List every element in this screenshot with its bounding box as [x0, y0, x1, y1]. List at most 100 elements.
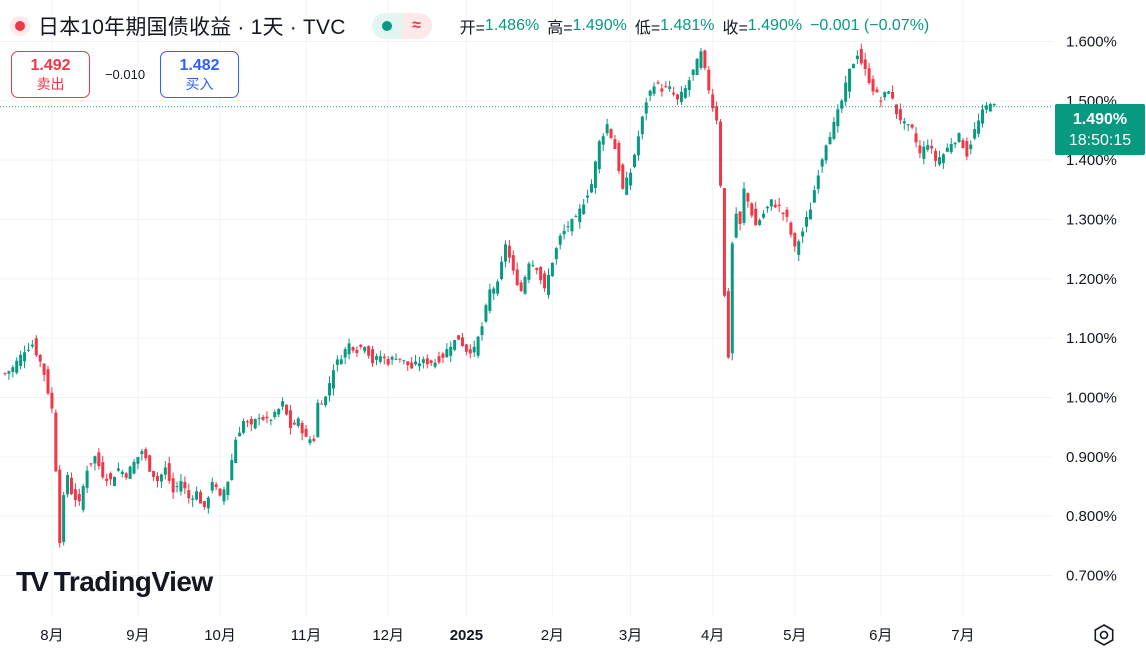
candle — [613, 134, 617, 150]
candle — [734, 207, 738, 239]
candle — [722, 187, 726, 298]
candle — [202, 500, 206, 510]
candle — [832, 117, 836, 141]
sell-price: 1.492 — [30, 57, 71, 74]
candle — [187, 483, 191, 504]
candle — [558, 233, 562, 250]
candle — [546, 268, 550, 299]
candle — [183, 476, 187, 494]
candle — [15, 357, 19, 375]
candle — [945, 143, 949, 153]
candle — [89, 463, 93, 467]
candle — [58, 464, 62, 548]
wave-icon[interactable]: ≈ — [401, 13, 432, 39]
candle — [633, 153, 637, 169]
time-tick-label: 5月 — [783, 627, 806, 644]
candle — [863, 52, 867, 76]
candle — [973, 122, 977, 141]
candle — [77, 488, 81, 506]
candle — [703, 49, 707, 71]
candle — [593, 160, 597, 194]
candle — [245, 419, 249, 428]
candle — [316, 399, 320, 438]
close-label: 收= — [722, 20, 748, 37]
candle — [535, 267, 539, 275]
price-tick-label: 1.600% — [1066, 34, 1117, 51]
candle — [781, 212, 785, 221]
symbol-title[interactable]: 日本10年期国债收益 · 1天 · TVC — [38, 16, 346, 39]
market-status-icon[interactable] — [10, 16, 30, 36]
open-value: 1.486% — [484, 17, 540, 34]
candle — [769, 199, 773, 211]
candle — [421, 356, 425, 369]
candle — [359, 344, 363, 350]
candle — [636, 130, 640, 161]
price-tick-label: 0.900% — [1066, 449, 1117, 466]
candle — [961, 137, 965, 149]
candle — [249, 416, 253, 432]
candle — [922, 141, 926, 165]
candle — [371, 345, 375, 367]
candle — [969, 140, 973, 155]
candle — [69, 472, 73, 496]
tradingview-logo[interactable]: TV TradingView — [16, 566, 213, 598]
settings-gear-icon[interactable] — [1092, 623, 1116, 647]
time-tick-label: 7月 — [951, 627, 974, 644]
buy-button[interactable]: 1.482 买入 — [160, 51, 239, 98]
candle — [797, 239, 801, 262]
candle — [941, 153, 945, 169]
candle — [175, 481, 179, 493]
candle — [159, 473, 163, 488]
time-tick-label: 9月 — [126, 627, 149, 644]
candle — [883, 91, 887, 101]
price-tick-label: 0.800% — [1066, 508, 1117, 525]
candle — [429, 359, 433, 367]
candle — [543, 270, 547, 292]
candle — [930, 139, 934, 154]
candle — [949, 137, 953, 155]
candle — [515, 262, 519, 286]
candle — [433, 359, 437, 369]
candle — [312, 434, 316, 443]
candle — [214, 481, 218, 491]
candle — [394, 353, 398, 360]
candle — [398, 358, 402, 363]
candle — [609, 128, 613, 140]
candle — [507, 239, 511, 263]
indicator-pill: ≈ — [371, 13, 432, 39]
candle — [851, 63, 855, 69]
candle — [50, 387, 54, 414]
green-dot-icon[interactable] — [371, 13, 402, 39]
price-axis[interactable]: 1.600%1.500%1.400%1.300%1.200%1.100%1.00… — [1066, 34, 1117, 585]
candle — [640, 115, 644, 140]
candle — [762, 210, 766, 219]
last-price-tag: 1.490% 18:50:15 — [1055, 104, 1145, 155]
candle — [109, 471, 113, 486]
candle — [812, 185, 816, 204]
candle — [750, 202, 754, 218]
candle — [136, 456, 140, 470]
candle — [965, 137, 969, 161]
candle — [754, 201, 758, 226]
candle — [664, 81, 668, 89]
candle — [296, 416, 300, 428]
candle — [715, 101, 719, 125]
candle — [230, 453, 234, 481]
time-axis[interactable]: 8月 9月 10月 11月 12月 2025 2月 3月 4月 5月 6月 7月 — [40, 627, 974, 644]
open-label: 开= — [459, 20, 485, 37]
candle — [81, 483, 85, 513]
candle — [496, 279, 500, 296]
candle — [824, 144, 828, 165]
candle — [918, 140, 922, 159]
spread-value: −0.010 — [104, 67, 146, 82]
candle — [191, 495, 195, 507]
candle — [347, 338, 351, 360]
candle — [222, 486, 226, 505]
sell-button[interactable]: 1.492 卖出 — [11, 51, 90, 98]
candle — [805, 211, 809, 233]
candle — [676, 93, 680, 105]
candle — [128, 465, 132, 479]
time-tick-label: 3月 — [619, 627, 642, 644]
candle — [116, 462, 120, 472]
